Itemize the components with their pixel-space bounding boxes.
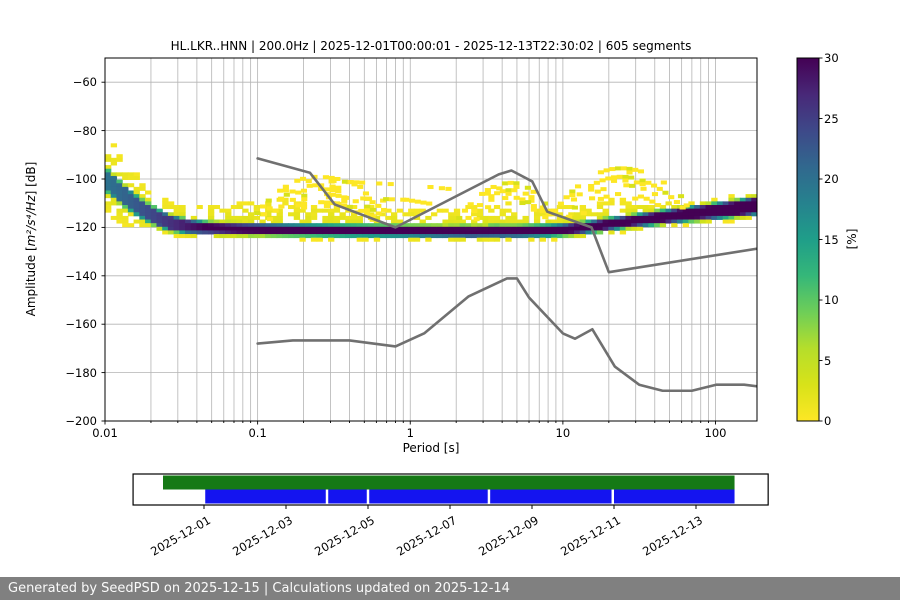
- colorbar-tick-label: 5: [824, 353, 832, 368]
- y-tick-label: −120: [65, 220, 97, 235]
- colorbar-tick-label: 10: [824, 293, 839, 307]
- y-tick-label: −60: [72, 75, 97, 90]
- x-tick-label: 1: [406, 426, 414, 440]
- x-tick-label: 0.01: [92, 426, 118, 440]
- y-tick-label: −200: [65, 414, 97, 428]
- x-tick-label: 100: [704, 426, 727, 440]
- ppsd-chart-canvas: [0, 0, 900, 570]
- colorbar-tick-label: 30: [824, 51, 839, 65]
- x-tick-label: 0.1: [248, 426, 267, 440]
- plot-title: HL.LKR..HNN | 200.0Hz | 2025-12-01T00:00…: [170, 39, 692, 53]
- colorbar-tick-label: 20: [824, 172, 839, 186]
- y-tick-label: −100: [65, 172, 97, 186]
- colorbar-tick-label: 15: [824, 232, 839, 247]
- y-tick-label: −180: [65, 365, 97, 380]
- colorbar-label: [%]: [845, 228, 859, 250]
- colorbar-tick-label: 25: [824, 111, 839, 126]
- x-axis-label: Period [s]: [402, 441, 460, 455]
- colorbar-tick-label: 0: [824, 414, 832, 428]
- footer-bar: Generated by SeedPSD on 2025-12-15 | Cal…: [0, 577, 900, 600]
- y-tick-label: −80: [72, 123, 97, 138]
- y-tick-label: −140: [65, 268, 97, 283]
- y-tick-label: −160: [65, 317, 97, 332]
- footer-text: Generated by SeedPSD on 2025-12-15 | Cal…: [8, 581, 510, 596]
- x-tick-label: 10: [555, 426, 571, 440]
